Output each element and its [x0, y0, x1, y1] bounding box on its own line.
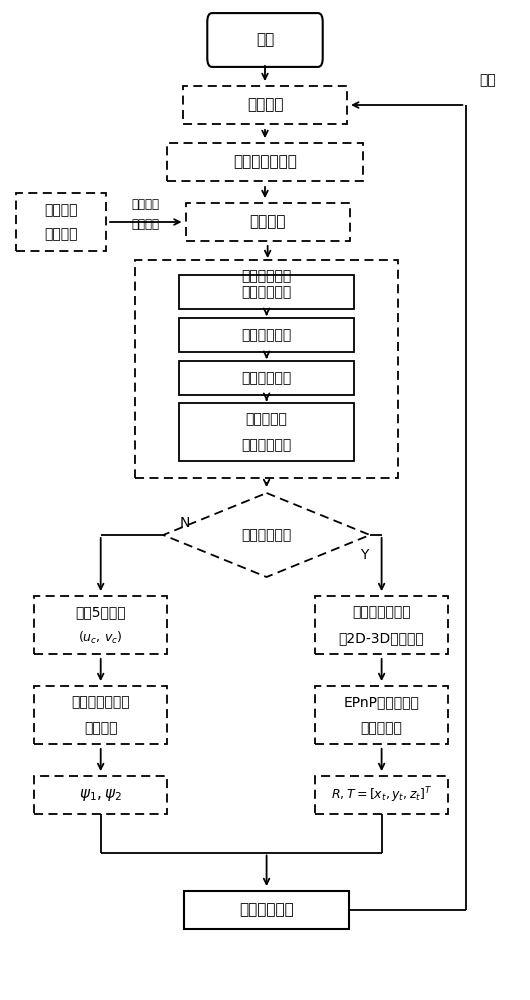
Text: 求解水平偏角和: 求解水平偏角和 [72, 695, 130, 709]
Text: 提取光源重心: 提取光源重心 [242, 438, 292, 452]
Text: 相机标定: 相机标定 [44, 203, 78, 217]
Text: 循环: 循环 [480, 73, 497, 87]
Bar [135, 260, 398, 478]
Bar [315, 596, 448, 654]
Text: 维相对位姿: 维相对位姿 [360, 721, 403, 735]
Bar [315, 776, 448, 814]
Text: 图像降噪与增强: 图像降噪与增强 [233, 154, 297, 169]
Bar [179, 361, 354, 395]
Bar [167, 143, 363, 181]
Text: 开始: 开始 [256, 32, 274, 47]
Bar [184, 891, 349, 929]
Bar [186, 203, 350, 241]
Text: 获取图像: 获取图像 [247, 98, 283, 112]
Text: $(u_c,\,v_c)$: $(u_c,\,v_c)$ [78, 630, 123, 646]
Text: （2D-3D点匹配）: （2D-3D点匹配） [339, 631, 425, 645]
Bar [179, 318, 354, 352]
Bar [315, 686, 448, 744]
Text: EPnP算法求解三: EPnP算法求解三 [343, 695, 420, 709]
Text: 畸变系数: 畸变系数 [132, 218, 160, 231]
Bar [179, 275, 354, 309]
Polygon shape [163, 493, 370, 577]
Text: 光源边缘提取: 光源边缘提取 [242, 371, 292, 385]
Text: 灰度质心法: 灰度质心法 [245, 412, 288, 426]
Bar [179, 403, 354, 461]
Text: N: N [179, 516, 190, 530]
Text: 对接控制方法: 对接控制方法 [239, 902, 294, 918]
Text: 固定阈值分割: 固定阈值分割 [242, 285, 292, 299]
Text: 相机内参: 相机内参 [132, 198, 160, 211]
Text: $R,T=[x_t,y_t,z_t]^T$: $R,T=[x_t,y_t,z_t]^T$ [331, 785, 432, 805]
Bar [183, 86, 347, 124]
Text: 畸变矫正: 畸变矫正 [250, 215, 286, 230]
Bar [16, 193, 106, 251]
Bar [34, 686, 167, 744]
Text: 标识光源提取: 标识光源提取 [241, 269, 292, 283]
Text: （离线）: （离线） [44, 227, 78, 241]
Bar [34, 596, 167, 654]
Bar [34, 776, 167, 814]
FancyBboxPatch shape [207, 13, 323, 67]
Text: Y: Y [360, 548, 369, 562]
Text: 垂直偏角: 垂直偏角 [84, 721, 118, 735]
Text: 捕获全部光源: 捕获全部光源 [242, 528, 292, 542]
Text: 提取5号光源: 提取5号光源 [75, 605, 126, 619]
Text: $\psi_1,\psi_2$: $\psi_1,\psi_2$ [80, 787, 122, 803]
Text: 光源一致性匹配: 光源一致性匹配 [352, 605, 411, 619]
Text: 形态学开运算: 形态学开运算 [242, 328, 292, 342]
